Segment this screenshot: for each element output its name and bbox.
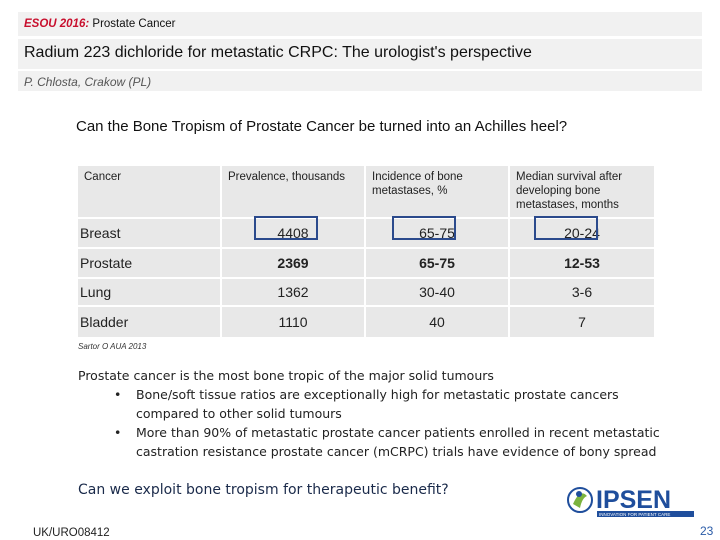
table-cell-prevalence: 1110 [222, 307, 364, 337]
conference-band [18, 12, 702, 36]
page-number: 23 [700, 524, 714, 538]
table-header-cancer: Cancer [78, 166, 220, 217]
talk-title: Radium 223 dichloride for metastatic CRP… [24, 44, 532, 61]
ipsen-logo: IPSEN INNOVATION FOR PATIENT CARE [566, 482, 696, 520]
table-cell-prevalence: 2369 [222, 249, 364, 277]
table-header-prevalence: Prevalence, thousands [222, 166, 364, 217]
bullet-line: Bone/soft tissue ratios are exceptionall… [136, 387, 619, 402]
bullet-line: compared to other solid tumours [136, 406, 342, 421]
table-header-survival: Median survival after developing bone me… [510, 166, 654, 217]
summary-text: Prostate cancer is the most bone tropic … [78, 368, 494, 383]
table-cell-prevalence: 1362 [222, 279, 364, 305]
table-cell-prevalence: 4408 [222, 219, 364, 247]
table-cell-incidence: 30-40 [366, 279, 508, 305]
conference-label: ESOU 2016: Prostate Cancer [24, 18, 176, 30]
ipsen-logo-graphic: IPSEN INNOVATION FOR PATIENT CARE [567, 486, 694, 517]
table-cell-incidence: 65-75 [366, 219, 508, 247]
table-cell-incidence: 40 [366, 307, 508, 337]
bullet-line: More than 90% of metastatic prostate can… [136, 425, 660, 440]
table-cell-incidence: 65-75 [366, 249, 508, 277]
logo-tagline: INNOVATION FOR PATIENT CARE [599, 512, 670, 517]
slide-question: Can the Bone Tropism of Prostate Cancer … [76, 118, 568, 135]
bullet-line: castration resistance prostate cancer (m… [136, 444, 657, 459]
bullet-dot: • [114, 387, 122, 402]
logo-emblem-dot [576, 491, 582, 497]
table-cell-survival: 7 [510, 307, 654, 337]
highlight-box-prevalence [254, 216, 318, 240]
table-cell-cancer: Lung [78, 279, 220, 305]
table-header-incidence: Incidence of bone metastases, % [366, 166, 508, 217]
title-band [18, 39, 702, 69]
table-cell-cancer: Prostate [78, 249, 220, 277]
logo-emblem-leaf [573, 493, 587, 508]
table-cell-cancer: Bladder [78, 307, 220, 337]
closing-question: Can we exploit bone tropism for therapeu… [78, 482, 449, 498]
authors: P. Chlosta, Crakow (PL) [24, 75, 152, 89]
logo-emblem-ring [567, 487, 593, 513]
authors-band [18, 71, 702, 91]
conference-abbr: ESOU 2016: [24, 18, 90, 30]
conference-topic: Prostate Cancer [89, 18, 176, 30]
table-source: Sartor O AUA 2013 [78, 342, 147, 351]
logo-tagline-bar [597, 511, 694, 517]
table-cell-survival: 3-6 [510, 279, 654, 305]
highlight-box-incidence [392, 216, 456, 240]
table-cell-cancer: Breast [78, 219, 220, 247]
bullet-dot: • [114, 425, 122, 440]
footer-code: UK/URO08412 [33, 527, 110, 539]
table-cell-survival: 12-53 [510, 249, 654, 277]
logo-wordmark: IPSEN [596, 486, 671, 514]
highlight-box-survival [534, 216, 598, 240]
